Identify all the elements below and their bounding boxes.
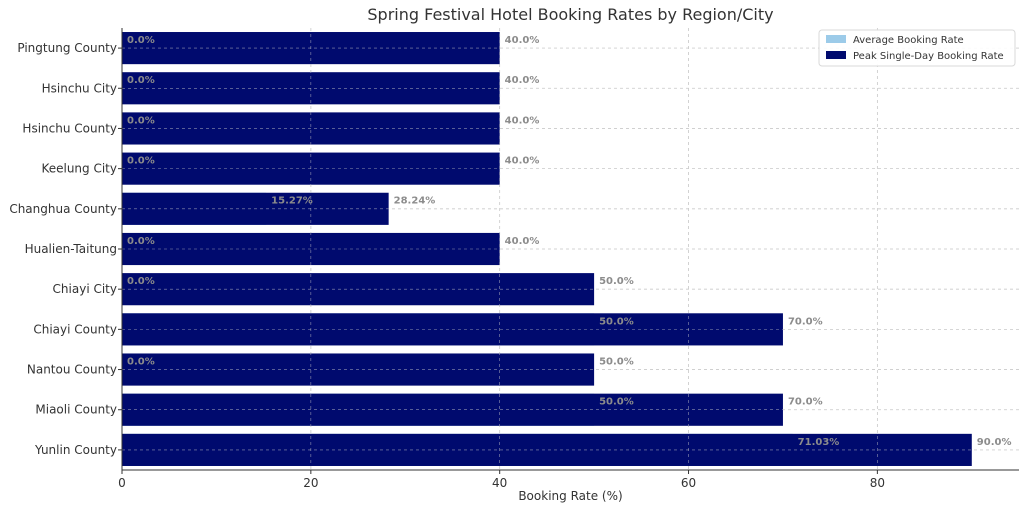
bars [121, 28, 1019, 470]
legend-swatch [826, 51, 846, 59]
label-average: 0.0% [127, 236, 155, 247]
label-average: 0.0% [127, 75, 155, 86]
category-label: Nantou County [27, 363, 117, 377]
x-tick-label: 0 [118, 476, 126, 490]
x-tick-label: 20 [303, 476, 318, 490]
category-label: Pingtung County [17, 41, 117, 55]
label-peak: 70.0% [788, 316, 823, 327]
legend-swatch [826, 35, 846, 43]
category-label: Chiayi County [33, 322, 117, 336]
category-label: Hsinchu County [22, 121, 117, 135]
label-average: 0.0% [127, 276, 155, 287]
legend: Average Booking Rate Peak Single-Day Book… [818, 29, 1016, 67]
label-average: 0.0% [127, 356, 155, 367]
label-average: 50.0% [599, 397, 634, 408]
x-axis-label: Booking Rate (%) [518, 489, 622, 503]
label-peak: 28.24% [394, 196, 436, 207]
category-label: Changhua County [9, 202, 117, 216]
label-average: 0.0% [127, 35, 155, 46]
category-label: Chiayi City [53, 282, 117, 296]
label-peak: 70.0% [788, 397, 823, 408]
label-peak: 50.0% [599, 276, 634, 287]
x-tick-label: 80 [870, 476, 885, 490]
label-peak: 40.0% [505, 35, 540, 46]
label-peak: 40.0% [505, 156, 540, 167]
label-average: 0.0% [127, 115, 155, 126]
label-peak: 40.0% [505, 115, 540, 126]
label-peak: 90.0% [977, 437, 1012, 448]
chart-title: Spring Festival Hotel Booking Rates by R… [367, 5, 773, 24]
legend-label: Peak Single-Day Booking Rate [853, 51, 1004, 62]
legend-box [818, 29, 1016, 67]
label-peak: 50.0% [599, 356, 634, 367]
label-average: 0.0% [127, 156, 155, 167]
category-label: Hualien-Taitung [25, 242, 117, 256]
label-peak: 40.0% [505, 236, 540, 247]
x-tick-label: 60 [681, 476, 696, 490]
category-label: Hsinchu City [42, 81, 117, 95]
value-labels: 71.03% 50.0% 0.0% 50.0% 0.0% 0.0% 15.27% 0.0% 0.… [127, 35, 1011, 448]
ticks: 0 20 40 60 80 Yunlin County Miaoli County Nanto… [9, 41, 885, 490]
label-average: 15.27% [271, 196, 313, 207]
legend-label: Average Booking Rate [853, 35, 964, 46]
category-label: Keelung City [41, 162, 117, 176]
label-average: 71.03% [798, 437, 840, 448]
label-average: 50.0% [599, 316, 634, 327]
category-label: Yunlin County [34, 443, 117, 457]
x-tick-label: 40 [492, 476, 507, 490]
label-peak: 40.0% [505, 75, 540, 86]
category-label: Miaoli County [35, 403, 117, 417]
